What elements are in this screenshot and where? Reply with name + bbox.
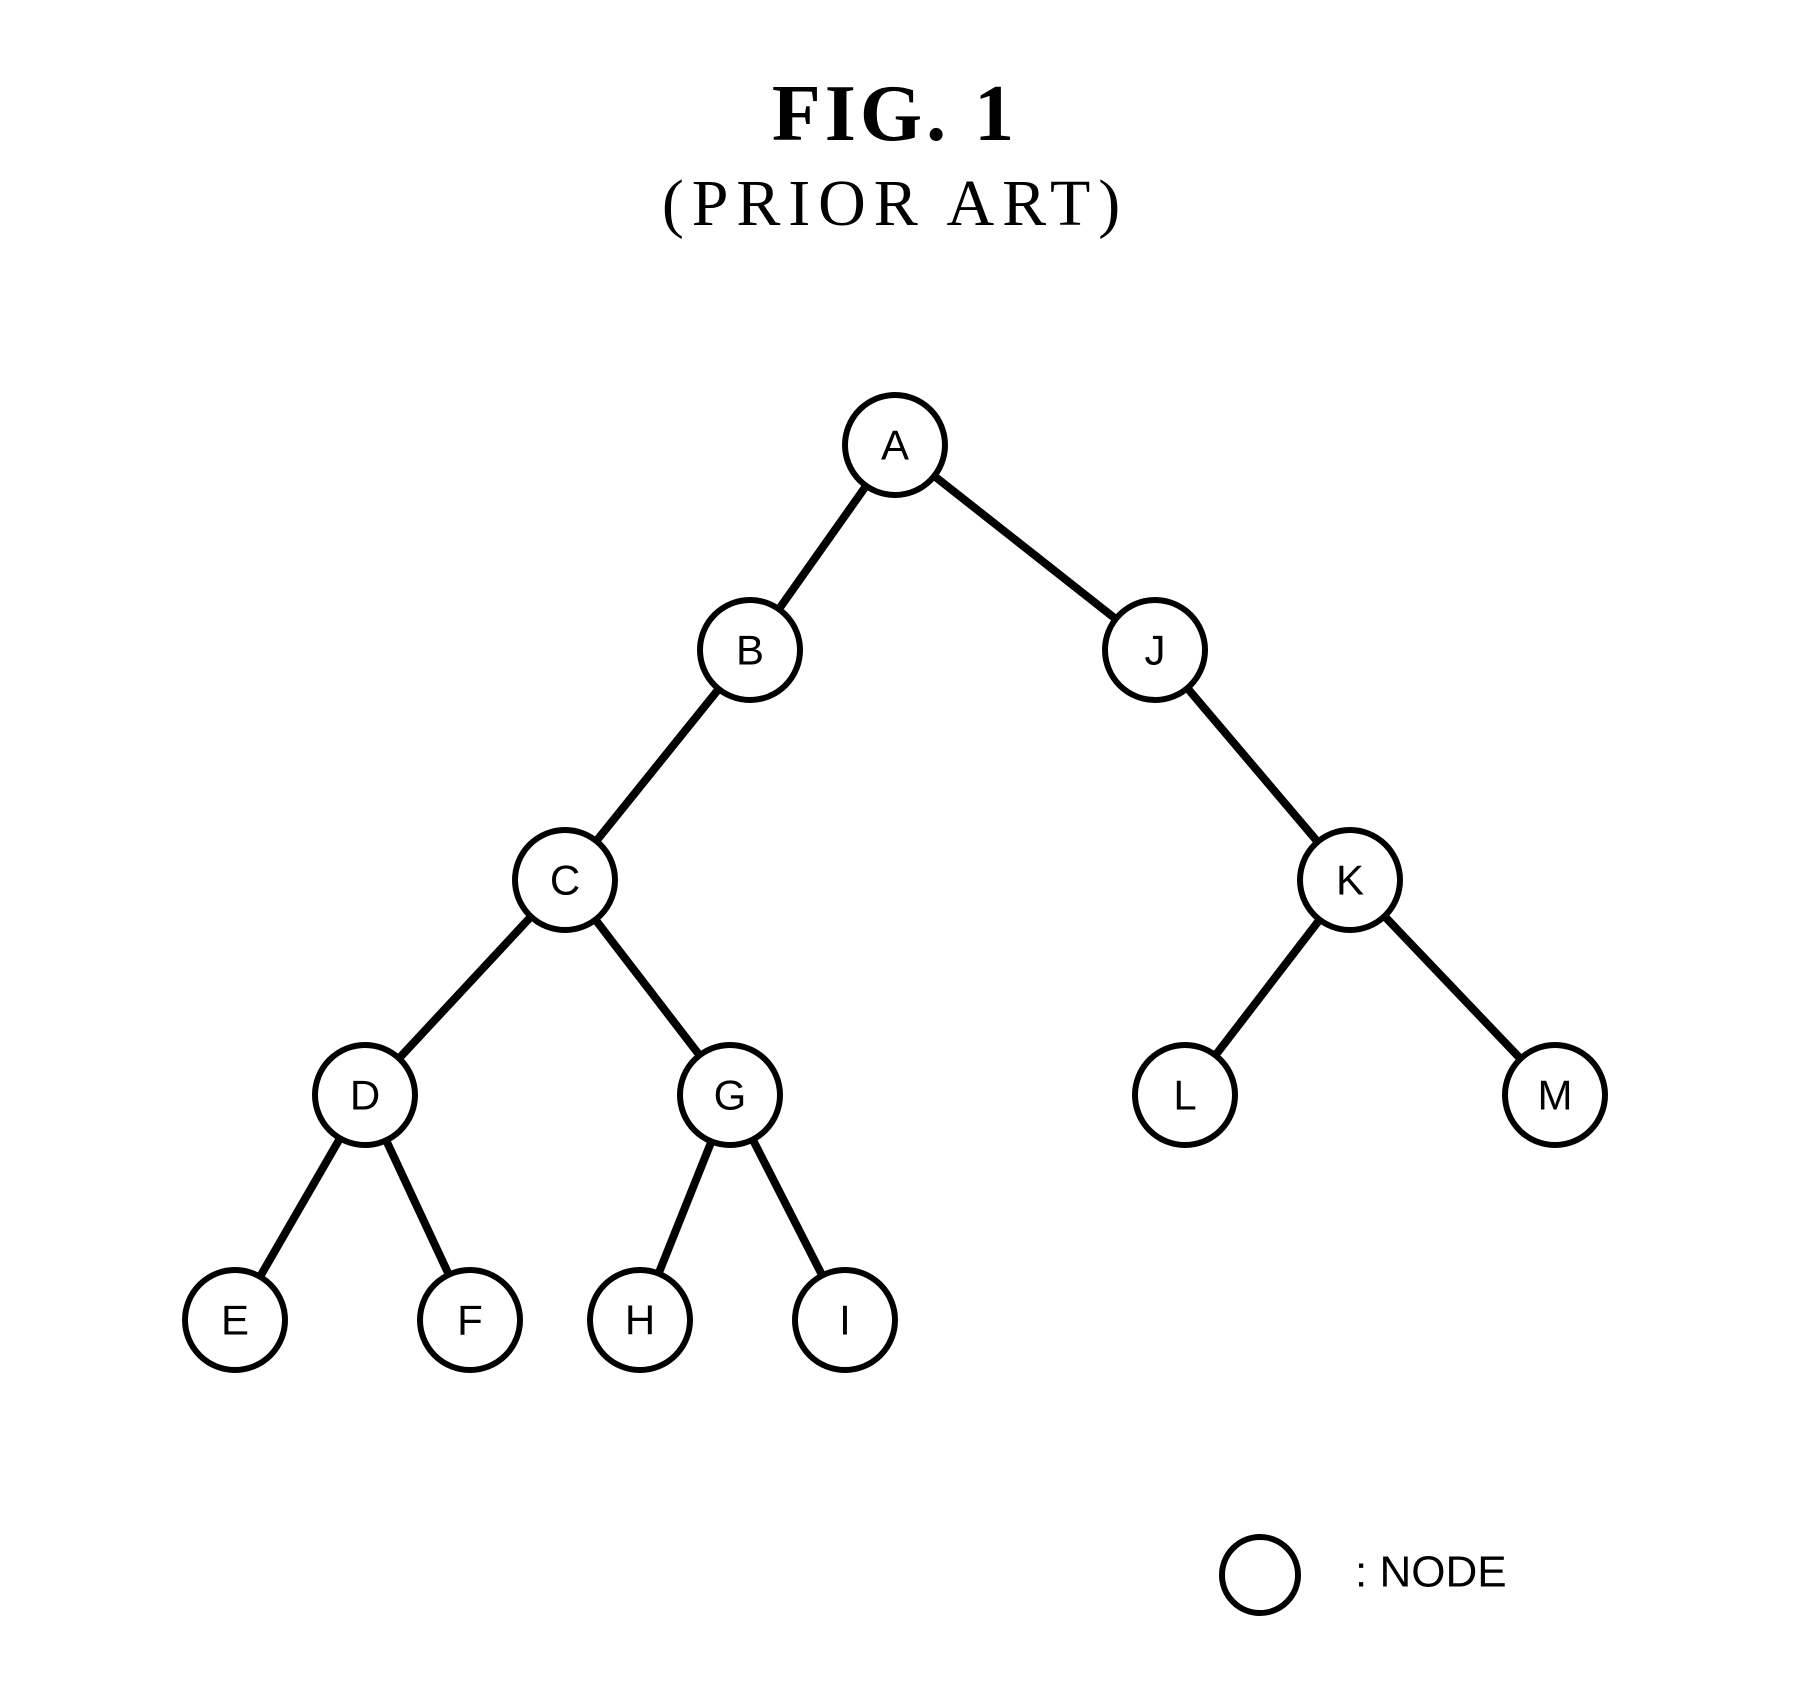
node-B: B xyxy=(700,600,800,700)
edge-C-G xyxy=(595,920,699,1056)
edge-J-K xyxy=(1187,688,1317,842)
node-H: H xyxy=(590,1270,690,1370)
edge-A-J xyxy=(934,476,1115,619)
node-label-C: C xyxy=(550,857,580,904)
figure-title-line1: FIG. 1 xyxy=(772,70,1018,158)
node-A: A xyxy=(845,395,945,495)
node-label-L: L xyxy=(1173,1072,1196,1119)
tree-diagram: A B J C K D G L M E F H I FIG. 1 (PRIOR ART) : NODE xyxy=(0,0,1793,1701)
node-D: D xyxy=(315,1045,415,1145)
node-E: E xyxy=(185,1270,285,1370)
node-label-M: M xyxy=(1538,1072,1573,1119)
node-J: J xyxy=(1105,600,1205,700)
edge-D-F xyxy=(386,1140,449,1274)
nodes-layer: A B J C K D G L M E F H I xyxy=(185,395,1605,1370)
legend: : NODE xyxy=(1222,1537,1507,1613)
node-label-I: I xyxy=(839,1297,851,1344)
edge-D-E xyxy=(260,1138,340,1276)
legend-node-icon xyxy=(1222,1537,1298,1613)
node-label-E: E xyxy=(221,1297,249,1344)
edge-K-M xyxy=(1385,916,1521,1059)
node-F: F xyxy=(420,1270,520,1370)
node-label-J: J xyxy=(1145,627,1166,674)
node-I: I xyxy=(795,1270,895,1370)
edge-G-I xyxy=(753,1140,822,1276)
node-label-F: F xyxy=(457,1297,483,1344)
node-label-G: G xyxy=(714,1072,747,1119)
node-label-B: B xyxy=(736,627,764,674)
edge-G-H xyxy=(659,1141,712,1273)
node-K: K xyxy=(1300,830,1400,930)
node-label-A: A xyxy=(881,422,909,469)
edge-A-B xyxy=(779,486,866,609)
edge-K-L xyxy=(1215,920,1319,1056)
node-M: M xyxy=(1505,1045,1605,1145)
node-label-H: H xyxy=(625,1297,655,1344)
node-label-K: K xyxy=(1336,857,1364,904)
node-G: G xyxy=(680,1045,780,1145)
edge-C-D xyxy=(399,917,531,1059)
node-L: L xyxy=(1135,1045,1235,1145)
legend-label: : NODE xyxy=(1355,1548,1507,1597)
node-C: C xyxy=(515,830,615,930)
node-label-D: D xyxy=(350,1072,380,1119)
edge-B-C xyxy=(596,689,718,841)
figure-title-line2: (PRIOR ART) xyxy=(662,167,1128,240)
